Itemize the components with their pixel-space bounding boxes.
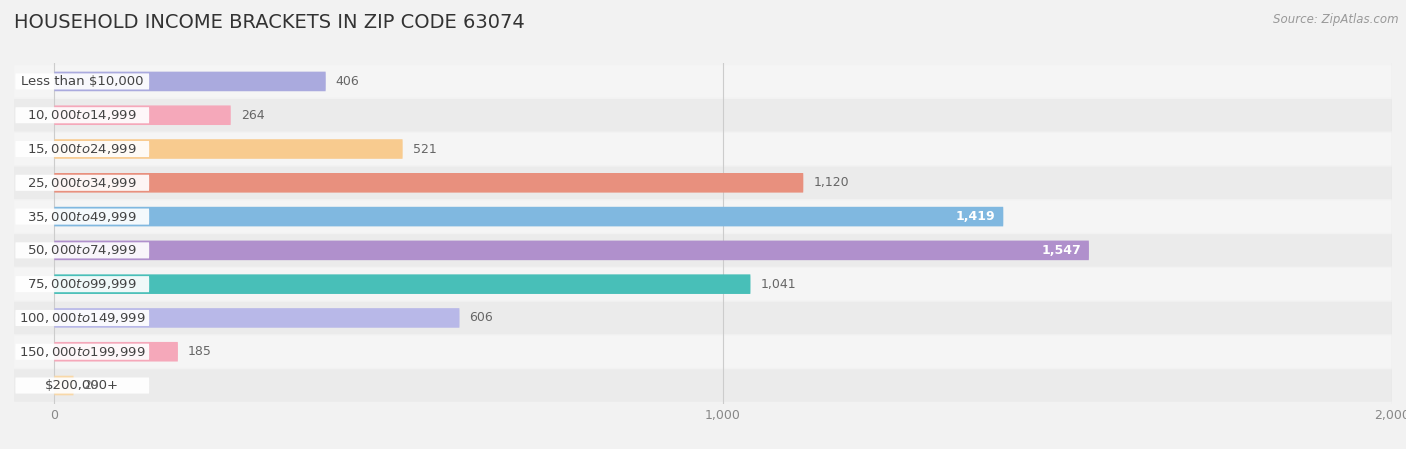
FancyBboxPatch shape	[55, 72, 326, 91]
FancyBboxPatch shape	[14, 99, 1392, 132]
FancyBboxPatch shape	[15, 242, 149, 259]
Text: $25,000 to $34,999: $25,000 to $34,999	[28, 176, 138, 190]
FancyBboxPatch shape	[55, 207, 1004, 226]
Text: $200,000+: $200,000+	[45, 379, 120, 392]
Text: 29: 29	[83, 379, 100, 392]
Text: 1,041: 1,041	[761, 277, 796, 291]
FancyBboxPatch shape	[15, 343, 149, 360]
Text: Less than $10,000: Less than $10,000	[21, 75, 143, 88]
FancyBboxPatch shape	[55, 274, 751, 294]
Text: HOUSEHOLD INCOME BRACKETS IN ZIP CODE 63074: HOUSEHOLD INCOME BRACKETS IN ZIP CODE 63…	[14, 13, 524, 32]
FancyBboxPatch shape	[15, 107, 149, 123]
FancyBboxPatch shape	[15, 208, 149, 224]
FancyBboxPatch shape	[15, 310, 149, 326]
Text: 1,419: 1,419	[956, 210, 995, 223]
Text: 185: 185	[188, 345, 212, 358]
FancyBboxPatch shape	[14, 133, 1392, 165]
FancyBboxPatch shape	[14, 335, 1392, 368]
Text: $50,000 to $74,999: $50,000 to $74,999	[28, 243, 138, 257]
FancyBboxPatch shape	[14, 65, 1392, 98]
Text: 264: 264	[240, 109, 264, 122]
Text: $10,000 to $14,999: $10,000 to $14,999	[28, 108, 138, 122]
FancyBboxPatch shape	[14, 369, 1392, 402]
FancyBboxPatch shape	[55, 376, 73, 395]
FancyBboxPatch shape	[55, 308, 460, 328]
FancyBboxPatch shape	[14, 268, 1392, 300]
FancyBboxPatch shape	[15, 276, 149, 292]
FancyBboxPatch shape	[15, 141, 149, 157]
FancyBboxPatch shape	[14, 167, 1392, 199]
FancyBboxPatch shape	[15, 378, 149, 394]
Text: 1,120: 1,120	[813, 176, 849, 189]
Text: 406: 406	[336, 75, 360, 88]
FancyBboxPatch shape	[15, 175, 149, 191]
FancyBboxPatch shape	[55, 173, 803, 193]
Text: $100,000 to $149,999: $100,000 to $149,999	[20, 311, 146, 325]
FancyBboxPatch shape	[55, 241, 1088, 260]
FancyBboxPatch shape	[14, 234, 1392, 267]
FancyBboxPatch shape	[14, 302, 1392, 334]
Text: 521: 521	[413, 142, 436, 155]
Text: 1,547: 1,547	[1042, 244, 1081, 257]
Text: $75,000 to $99,999: $75,000 to $99,999	[28, 277, 138, 291]
Text: $150,000 to $199,999: $150,000 to $199,999	[20, 345, 146, 359]
Text: $15,000 to $24,999: $15,000 to $24,999	[28, 142, 138, 156]
FancyBboxPatch shape	[15, 73, 149, 89]
FancyBboxPatch shape	[14, 200, 1392, 233]
Text: $35,000 to $49,999: $35,000 to $49,999	[28, 210, 138, 224]
FancyBboxPatch shape	[55, 139, 402, 159]
Text: Source: ZipAtlas.com: Source: ZipAtlas.com	[1274, 13, 1399, 26]
Text: 606: 606	[470, 312, 494, 325]
FancyBboxPatch shape	[55, 342, 179, 361]
FancyBboxPatch shape	[55, 106, 231, 125]
